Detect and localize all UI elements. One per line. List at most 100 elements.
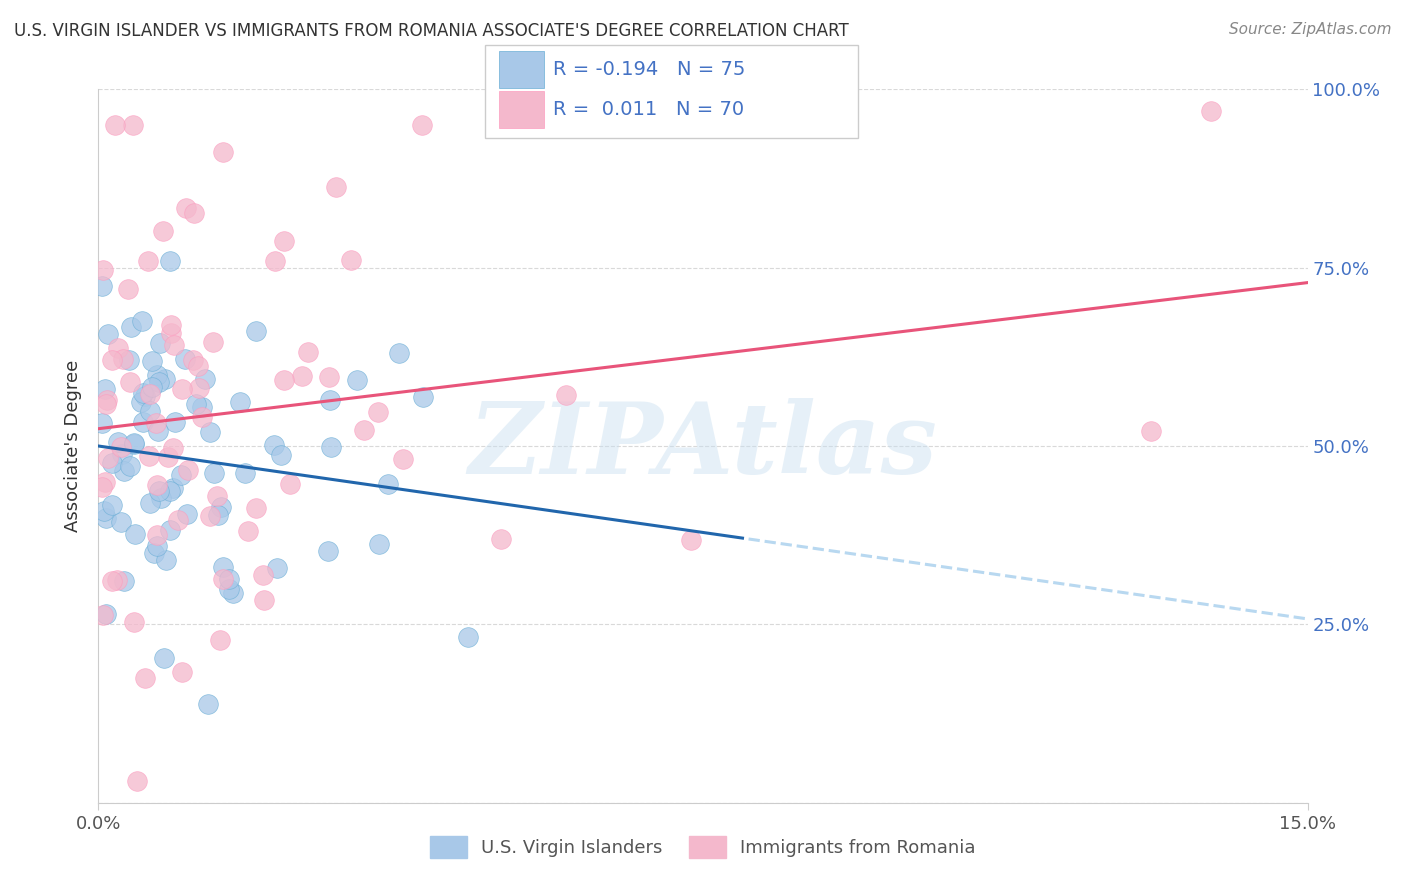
Point	[94, 511, 117, 525]
Point	[97, 451, 120, 466]
Point	[209, 632, 232, 647]
Y-axis label: Associate's Degree: Associate's Degree	[65, 359, 83, 533]
Point	[233, 466, 256, 480]
Point	[91, 279, 114, 293]
Point	[145, 368, 167, 382]
Point	[149, 335, 172, 350]
Point	[679, 533, 702, 547]
Point	[143, 546, 166, 560]
Point	[411, 118, 433, 132]
Point	[212, 145, 235, 160]
Point	[148, 375, 170, 389]
Point	[155, 553, 177, 567]
Point	[120, 375, 142, 389]
Point	[191, 410, 214, 425]
Point	[229, 395, 252, 409]
Point	[93, 262, 115, 277]
Point	[318, 370, 340, 384]
Point	[340, 253, 363, 268]
Point	[194, 372, 217, 386]
Point	[319, 392, 342, 407]
Point	[183, 206, 205, 220]
Point	[252, 568, 274, 582]
Point	[297, 345, 319, 359]
Text: R = -0.194   N = 75: R = -0.194 N = 75	[553, 60, 745, 79]
Point	[162, 442, 184, 456]
Point	[129, 394, 152, 409]
Point	[162, 481, 184, 495]
Point	[1199, 103, 1222, 118]
Point	[91, 480, 114, 494]
Point	[197, 697, 219, 711]
Point	[96, 392, 118, 407]
Point	[107, 435, 129, 450]
Point	[122, 436, 145, 450]
Point	[107, 341, 129, 355]
Point	[160, 318, 183, 332]
Point	[367, 405, 389, 419]
Point	[146, 478, 169, 492]
Point	[1140, 424, 1163, 438]
Point	[412, 391, 434, 405]
Point	[152, 651, 174, 665]
Point	[112, 464, 135, 478]
Point	[202, 335, 225, 350]
Point	[457, 630, 479, 644]
Point	[236, 524, 259, 538]
Point	[112, 352, 135, 367]
Point	[139, 387, 162, 401]
Point	[117, 282, 139, 296]
Point	[221, 585, 243, 599]
Point	[139, 496, 162, 510]
Point	[291, 368, 314, 383]
Point	[159, 523, 181, 537]
Point	[148, 484, 170, 499]
Point	[316, 544, 339, 558]
Point	[174, 202, 197, 216]
Point	[218, 572, 240, 586]
Point	[134, 671, 156, 685]
Point	[93, 504, 115, 518]
Point	[111, 447, 134, 461]
Point	[368, 537, 391, 551]
Point	[120, 319, 142, 334]
Point	[377, 476, 399, 491]
Point	[270, 449, 292, 463]
Point	[110, 440, 132, 454]
Point	[319, 440, 342, 454]
Text: ZIPAtlas: ZIPAtlas	[468, 398, 938, 494]
Point	[94, 397, 117, 411]
Point	[188, 381, 211, 395]
Point	[169, 468, 191, 483]
Point	[266, 561, 288, 575]
Point	[100, 353, 122, 368]
Point	[205, 490, 228, 504]
Point	[181, 353, 204, 368]
Point	[141, 354, 163, 368]
Text: Source: ZipAtlas.com: Source: ZipAtlas.com	[1229, 22, 1392, 37]
Point	[177, 463, 200, 477]
Point	[170, 665, 193, 679]
Point	[353, 423, 375, 437]
Point	[198, 425, 221, 440]
Point	[202, 466, 225, 480]
Point	[176, 507, 198, 521]
Text: R =  0.011   N = 70: R = 0.011 N = 70	[553, 100, 744, 120]
Point	[489, 532, 512, 546]
Point	[118, 352, 141, 367]
Point	[104, 118, 127, 132]
Point	[555, 388, 578, 402]
Point	[122, 437, 145, 451]
Point	[211, 572, 233, 586]
Point	[150, 491, 173, 505]
Point	[392, 451, 415, 466]
Point	[191, 400, 214, 414]
Point	[91, 416, 114, 430]
Point	[91, 607, 114, 622]
Point	[187, 359, 209, 373]
Point	[124, 615, 146, 629]
Point	[125, 774, 148, 789]
Point	[139, 403, 162, 417]
Point	[346, 373, 368, 387]
Point	[112, 574, 135, 588]
